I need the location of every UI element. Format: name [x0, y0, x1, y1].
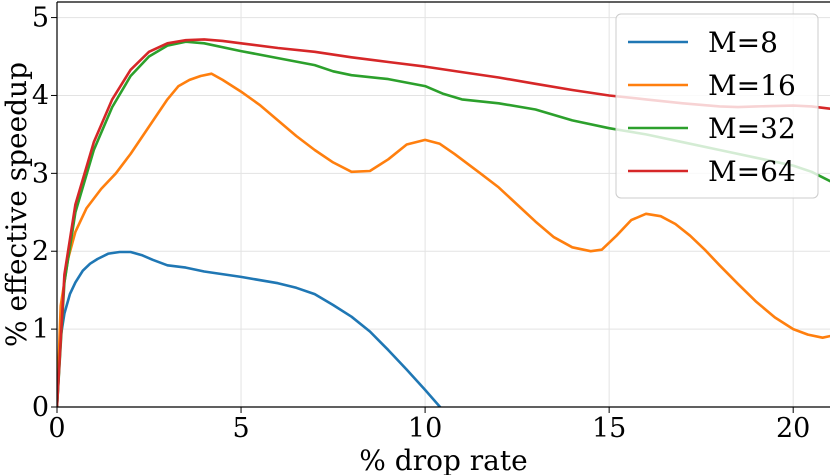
x-tick-label: 0 — [48, 413, 65, 444]
legend-label-m-32: M=32 — [708, 112, 796, 145]
legend-label-m-8: M=8 — [708, 26, 778, 59]
legend-box — [615, 13, 819, 199]
y-tick-label: 0 — [32, 392, 49, 423]
series-line-m-16 — [57, 72, 830, 407]
series-line-m-8 — [57, 250, 442, 407]
y-tick-label: 5 — [32, 3, 49, 34]
y-tick-label: 2 — [32, 236, 49, 267]
x-tick-label: 15 — [592, 413, 626, 444]
y-tick-label: 1 — [32, 314, 49, 345]
x-tick-label: 20 — [776, 413, 810, 444]
axes-frame — [56, 1, 830, 408]
legend: M=8 M=16 M=32 M=64 — [615, 13, 819, 199]
y-tick-label: 4 — [32, 80, 49, 111]
x-tick-label: 10 — [408, 413, 442, 444]
x-axis-label: % drop rate — [359, 444, 527, 475]
y-tick-label: 3 — [32, 158, 49, 189]
legend-label-m-16: M=16 — [708, 69, 796, 102]
tick-labels: 0 5 10 15 20 0 1 2 3 4 5 — [32, 3, 811, 444]
y-axis-label: % effective speedup — [0, 62, 33, 347]
legend-label-m-64: M=64 — [708, 155, 796, 188]
x-tick-label: 5 — [232, 413, 249, 444]
